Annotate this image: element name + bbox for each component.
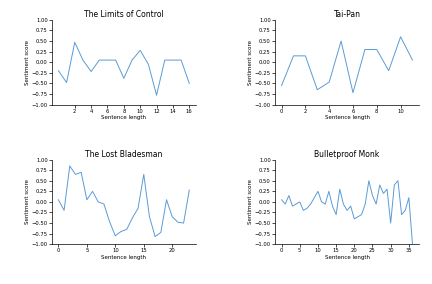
Y-axis label: Sentiment score: Sentiment score: [25, 40, 30, 85]
Y-axis label: Sentiment score: Sentiment score: [248, 40, 253, 85]
X-axis label: Sentence length: Sentence length: [324, 115, 369, 120]
X-axis label: Sentence length: Sentence length: [324, 255, 369, 260]
Title: Bulletproof Monk: Bulletproof Monk: [314, 150, 380, 159]
Y-axis label: Sentiment score: Sentiment score: [248, 179, 253, 224]
Title: Tai-Pan: Tai-Pan: [334, 10, 361, 19]
X-axis label: Sentence length: Sentence length: [102, 255, 146, 260]
Title: The Lost Bladesman: The Lost Bladesman: [85, 150, 162, 159]
Y-axis label: Sentiment score: Sentiment score: [25, 179, 30, 224]
X-axis label: Sentence length: Sentence length: [102, 115, 146, 120]
Title: The Limits of Control: The Limits of Control: [84, 10, 164, 19]
